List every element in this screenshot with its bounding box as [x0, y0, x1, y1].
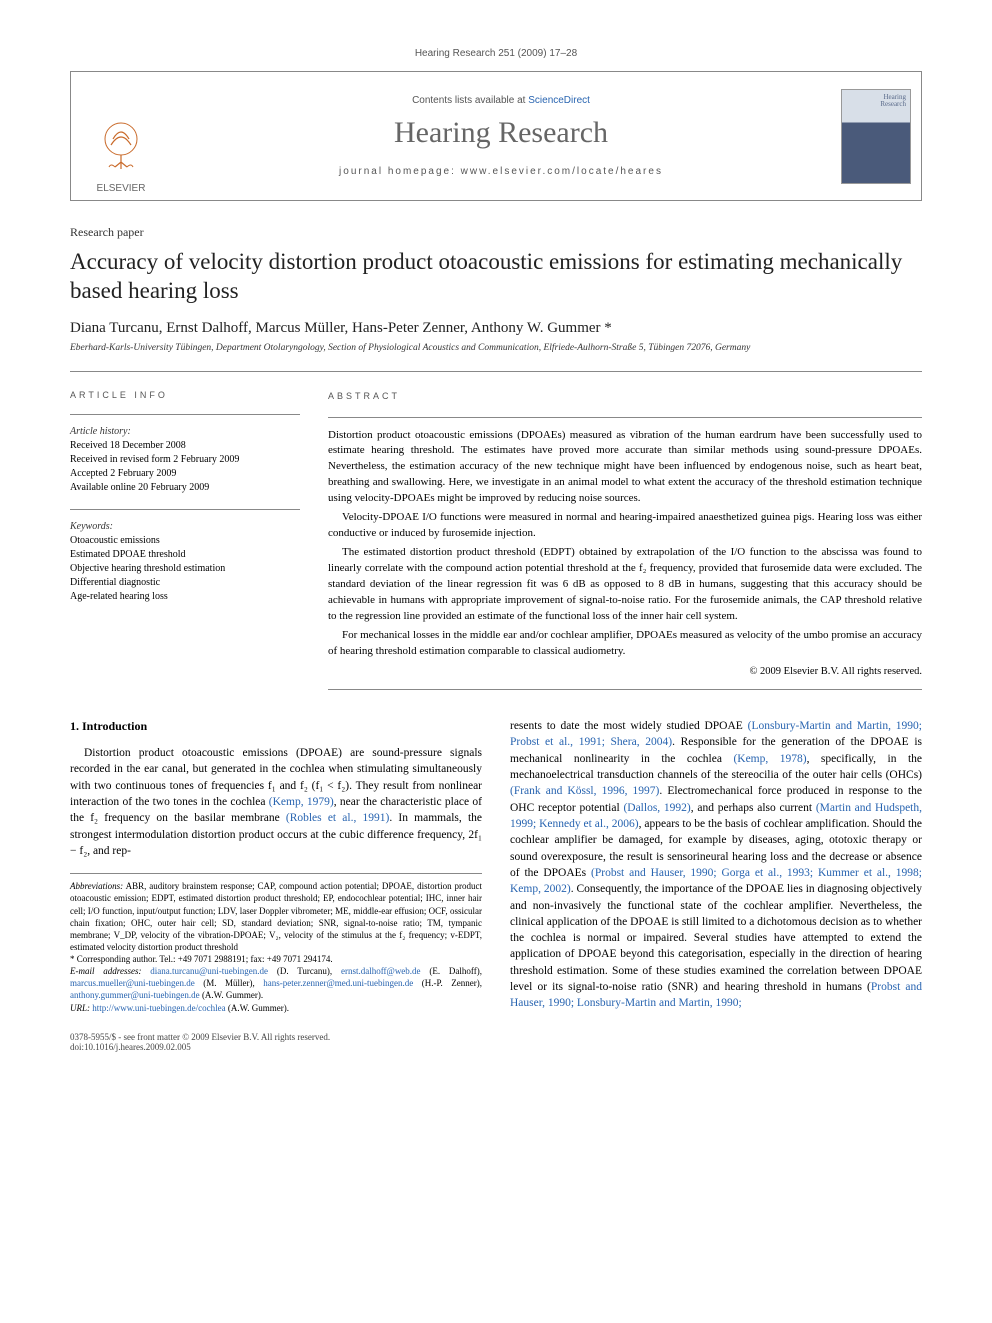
abstract-para: The estimated distortion product thresho…	[328, 545, 922, 625]
journal-header-box: ELSEVIER Contents lists available at Sci…	[70, 71, 922, 201]
keywords-block: Keywords: Otoacoustic emissions Estimate…	[70, 520, 300, 604]
abstract-copyright: © 2009 Elsevier B.V. All rights reserved…	[328, 664, 922, 679]
running-header: Hearing Research 251 (2009) 17–28	[70, 48, 922, 59]
footer-copyright: 0378-5955/$ - see front matter © 2009 El…	[70, 1032, 330, 1042]
footnotes: Abbreviations: ABR, auditory brainstem r…	[70, 873, 482, 1014]
article-info-col: ARTICLE INFO Article history: Received 1…	[70, 390, 300, 690]
abstract-para: Velocity-DPOAE I/O functions were measur…	[328, 510, 922, 542]
abbrev-footnote: Abbreviations: ABR, auditory brainstem r…	[70, 880, 482, 953]
paper-type: Research paper	[70, 225, 922, 240]
journal-title: Hearing Research	[394, 116, 608, 150]
email-link[interactable]: ernst.dalhoff@web.de	[341, 966, 421, 976]
paper-title: Accuracy of velocity distortion product …	[70, 248, 922, 306]
abbrev-text: ABR, auditory brainstem response; CAP, c…	[70, 881, 482, 952]
journal-homepage: journal homepage: www.elsevier.com/locat…	[339, 166, 663, 177]
cover-cell: HearingResearch	[831, 72, 921, 200]
footer-left: 0378-5955/$ - see front matter © 2009 El…	[70, 1032, 330, 1052]
body-col-left: 1. Introduction Distortion product otoac…	[70, 718, 482, 1014]
contents-line: Contents lists available at ScienceDirec…	[412, 95, 590, 106]
email-link[interactable]: hans-peter.zenner@med.uni-tuebingen.de	[263, 978, 413, 988]
corresponding-author: * Corresponding author. Tel.: +49 7071 2…	[70, 953, 482, 965]
email-label: E-mail addresses:	[70, 966, 141, 976]
article-history: Article history: Received 18 December 20…	[70, 425, 300, 495]
author-url[interactable]: http://www.uni-tuebingen.de/cochlea	[92, 1003, 225, 1013]
email-who: (M. Müller),	[195, 978, 264, 988]
keyword: Objective hearing threshold estimation	[70, 562, 300, 576]
keyword: Age-related hearing loss	[70, 590, 300, 604]
elsevier-tree-icon	[91, 117, 151, 177]
authors: Diana Turcanu, Ernst Dalhoff, Marcus Mül…	[70, 320, 922, 337]
footer-doi: doi:10.1016/j.heares.2009.02.005	[70, 1042, 330, 1052]
email-link[interactable]: diana.turcanu@uni-tuebingen.de	[150, 966, 268, 976]
body-col-right: resents to date the most widely studied …	[510, 718, 922, 1014]
elsevier-logo: ELSEVIER	[81, 117, 161, 194]
abstract-label: ABSTRACT	[328, 390, 922, 403]
page-footer: 0378-5955/$ - see front matter © 2009 El…	[70, 1032, 922, 1052]
sciencedirect-link[interactable]: ScienceDirect	[528, 95, 590, 106]
keyword: Differential diagnostic	[70, 576, 300, 590]
body-columns: 1. Introduction Distortion product otoac…	[70, 718, 922, 1014]
contents-prefix: Contents lists available at	[412, 95, 528, 106]
abstract-para: For mechanical losses in the middle ear …	[328, 628, 922, 660]
email-link[interactable]: anthony.gummer@uni-tuebingen.de	[70, 990, 200, 1000]
history-line: Available online 20 February 2009	[70, 481, 300, 495]
intro-para-right: resents to date the most widely studied …	[510, 718, 922, 1012]
intro-para-left: Distortion product otoacoustic emissions…	[70, 745, 482, 859]
article-info-label: ARTICLE INFO	[70, 390, 300, 400]
email-who: (H.-P. Zenner),	[413, 978, 482, 988]
email-who: (E. Dalhoff),	[421, 966, 482, 976]
emails-block: E-mail addresses: diana.turcanu@uni-tueb…	[70, 965, 482, 1001]
url-block: URL: http://www.uni-tuebingen.de/cochlea…	[70, 1002, 482, 1014]
cover-thumb-title: HearingResearch	[880, 94, 906, 109]
page: Hearing Research 251 (2009) 17–28 ELSEVI…	[0, 0, 992, 1082]
meta-abstract-row: ARTICLE INFO Article history: Received 1…	[70, 371, 922, 690]
history-title: Article history:	[70, 425, 300, 439]
journal-cover-thumb: HearingResearch	[841, 89, 911, 184]
email-link[interactable]: marcus.mueller@uni-tuebingen.de	[70, 978, 195, 988]
url-label: URL:	[70, 1003, 90, 1013]
elsevier-label: ELSEVIER	[81, 183, 161, 194]
publisher-logo-cell: ELSEVIER	[71, 72, 171, 200]
abbrev-label: Abbreviations:	[70, 881, 123, 891]
email-who: (D. Turcanu),	[268, 966, 341, 976]
header-center: Contents lists available at ScienceDirec…	[171, 72, 831, 200]
email-who: (A.W. Gummer).	[200, 990, 263, 1000]
history-line: Accepted 2 February 2009	[70, 467, 300, 481]
keyword: Estimated DPOAE threshold	[70, 548, 300, 562]
abstract-col: ABSTRACT Distortion product otoacoustic …	[328, 390, 922, 690]
affiliation: Eberhard-Karls-University Tübingen, Depa…	[70, 343, 922, 353]
keyword: Otoacoustic emissions	[70, 534, 300, 548]
abstract-para: Distortion product otoacoustic emissions…	[328, 428, 922, 508]
url-who: (A.W. Gummer).	[226, 1003, 289, 1013]
history-line: Received in revised form 2 February 2009	[70, 453, 300, 467]
history-line: Received 18 December 2008	[70, 439, 300, 453]
keywords-title: Keywords:	[70, 520, 300, 534]
intro-heading: 1. Introduction	[70, 718, 482, 735]
